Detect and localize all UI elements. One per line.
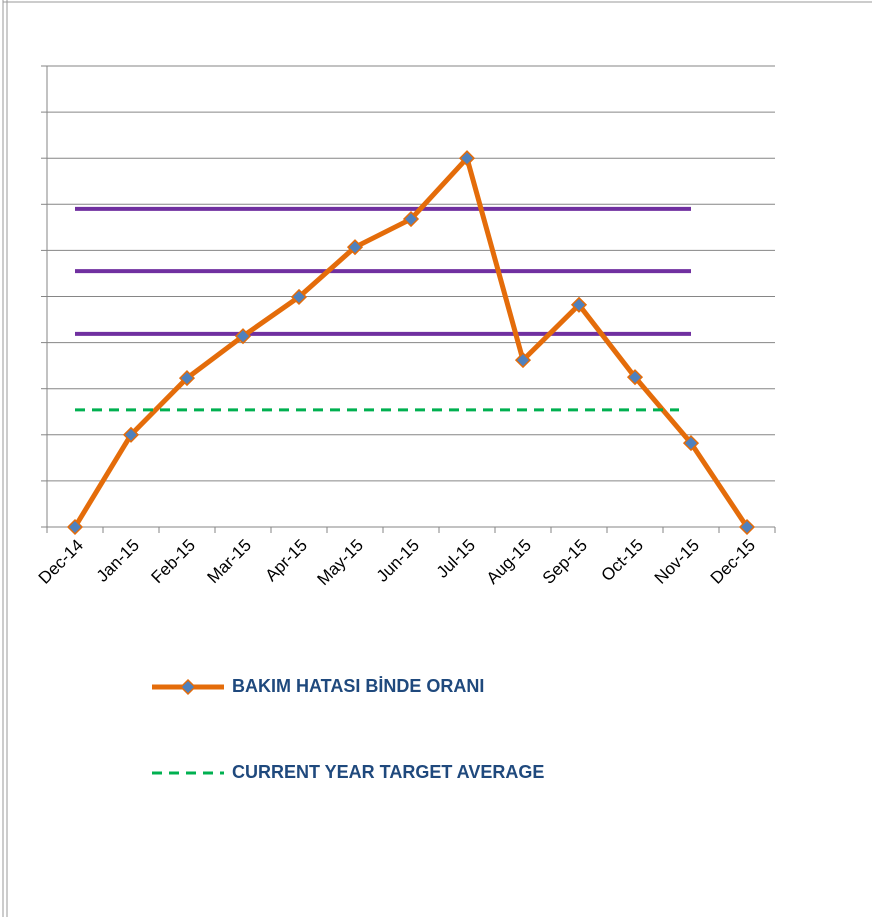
x-tick-label: Aug-15 [483, 536, 535, 588]
data-point [122, 426, 140, 443]
x-tick-label: Jul-15 [433, 536, 479, 582]
x-tick-label: May-15 [313, 536, 367, 590]
data-point [234, 328, 252, 345]
legend-marker [179, 678, 197, 696]
x-tick-label: Sep-15 [539, 536, 591, 588]
data-point [626, 369, 644, 386]
x-tick-label: Nov-15 [651, 536, 703, 588]
x-tick-label: Oct-15 [597, 536, 647, 586]
legend-label: CURRENT YEAR TARGET AVERAGE [232, 762, 544, 782]
data-point [682, 435, 700, 452]
x-tick-label: Mar-15 [203, 536, 255, 588]
data-point [346, 239, 364, 256]
x-tick-label: Feb-15 [147, 536, 199, 588]
x-tick-label: Jun-15 [373, 536, 423, 586]
legend-label: BAKIM HATASI BİNDE ORANI [232, 676, 484, 696]
data-point [290, 288, 308, 306]
x-tick-label: Dec-14 [35, 536, 87, 588]
data-point [178, 370, 196, 387]
data-point [514, 352, 532, 369]
x-tick-label: Jan-15 [93, 536, 143, 586]
x-tick-label: Apr-15 [261, 536, 311, 586]
data-point [458, 150, 476, 167]
data-point [402, 210, 420, 228]
data-point [66, 518, 84, 536]
data-point [738, 518, 756, 536]
data-point [570, 296, 588, 313]
x-tick-label: Dec-15 [707, 536, 759, 588]
